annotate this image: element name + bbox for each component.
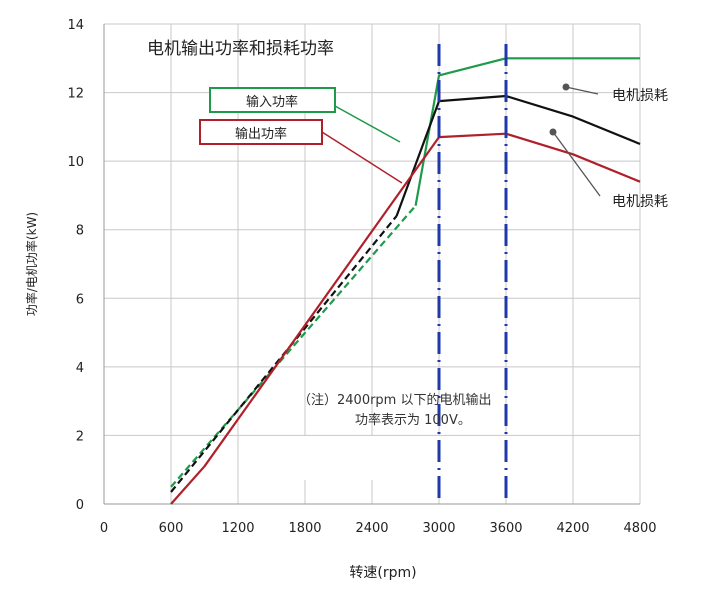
- series-line-2: [170, 132, 641, 505]
- axis-layer: 0 600 1200 1800 2400 3000 3600 4200 4800 0 2 4 6 8 10 1…: [67, 18, 656, 536]
- legend-input-label: 输入功率: [246, 94, 298, 110]
- x-tick-label-3: 1800: [288, 521, 321, 536]
- x-tick-label-7: 4200: [556, 521, 589, 536]
- x-tick-label-2: 1200: [221, 521, 254, 536]
- y-tick-label-1: 2: [76, 429, 84, 444]
- loss-leader-1: [565, 86, 599, 95]
- x-tick-label-0: 0: [100, 521, 108, 536]
- legend-output-leader: [321, 131, 403, 184]
- y-axis-label: 功率/电机功率(kW): [24, 212, 39, 316]
- note-background: [290, 436, 550, 480]
- y-tick-label-2: 4: [76, 361, 84, 376]
- note-line-1: （注）2400rpm 以下的电机输出: [298, 392, 491, 408]
- note-line-2: 功率表示为 100V。: [355, 412, 471, 428]
- loss-label-2: 电机损耗: [612, 194, 668, 210]
- x-axis-label: 转速(rpm): [349, 565, 416, 581]
- y-tick-label-6: 12: [67, 87, 84, 102]
- x-tick-label-1: 600: [159, 521, 184, 536]
- x-tick-label-6: 3600: [489, 521, 522, 536]
- y-tick-label-0: 0: [76, 498, 84, 513]
- loss-dot-2: [549, 128, 557, 136]
- y-tick-label-4: 8: [76, 224, 84, 239]
- x-tick-label-8: 4800: [623, 521, 656, 536]
- loss-label-1: 电机损耗: [612, 88, 668, 104]
- legend-input-leader: [334, 105, 401, 143]
- chart-title: 电机输出功率和损耗功率: [147, 39, 334, 59]
- legend-input-box: [209, 87, 336, 113]
- series-line-dashed-0: [170, 204, 417, 488]
- loss-dot-1: [562, 83, 570, 91]
- x-tick-label-5: 3000: [422, 521, 455, 536]
- legend-output-label: 输出功率: [235, 126, 287, 142]
- legend-output-box: [199, 119, 323, 145]
- y-tick-label-3: 6: [76, 292, 84, 307]
- series-line-0: [414, 57, 640, 206]
- loss-leader-2: [552, 131, 601, 197]
- vertical-marker-layer: [290, 44, 550, 504]
- x-tick-label-4: 2400: [355, 521, 388, 536]
- y-tick-label-5: 10: [67, 155, 84, 170]
- y-tick-label-7: 14: [67, 18, 84, 33]
